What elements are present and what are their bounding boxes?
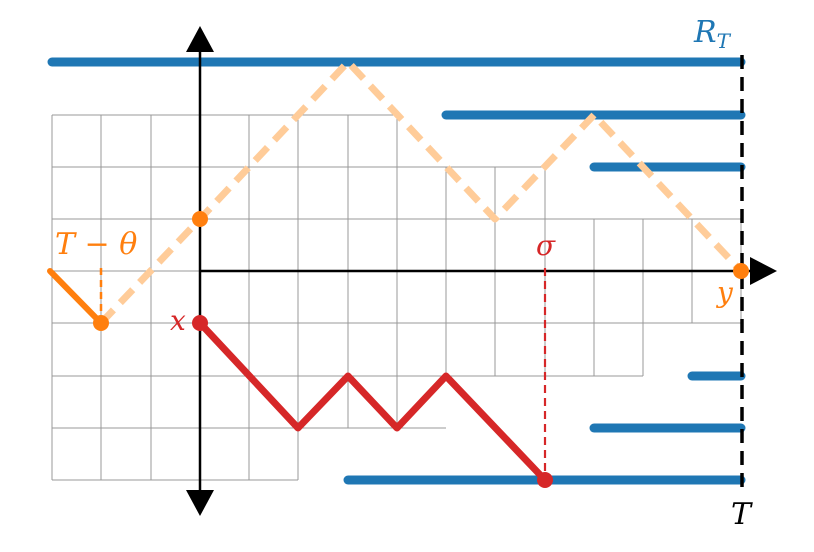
time-T-label: T: [731, 497, 753, 532]
region-label-subscript: T: [717, 29, 732, 53]
start-label-x: x: [170, 304, 186, 337]
shift-path-segment: [47, 268, 104, 326]
x-axis-arrow-right: [750, 257, 777, 285]
y-axis-arrow-up: [186, 26, 214, 52]
end-label-y: y: [715, 276, 734, 309]
reflected-path-dashed: [98, 58, 744, 326]
stop-label-sigma: σ: [536, 229, 556, 262]
shift-label: T − θ: [55, 227, 137, 262]
walk-path: [196, 319, 549, 484]
stop-point: [537, 472, 553, 488]
start-point-x: [192, 315, 208, 331]
region-label: RT: [693, 15, 732, 53]
axes: [186, 26, 777, 516]
end-point-y: [733, 263, 749, 279]
reflected-start-point: [192, 211, 208, 227]
shift-point: [93, 315, 109, 331]
y-axis-arrow-down: [186, 490, 214, 516]
